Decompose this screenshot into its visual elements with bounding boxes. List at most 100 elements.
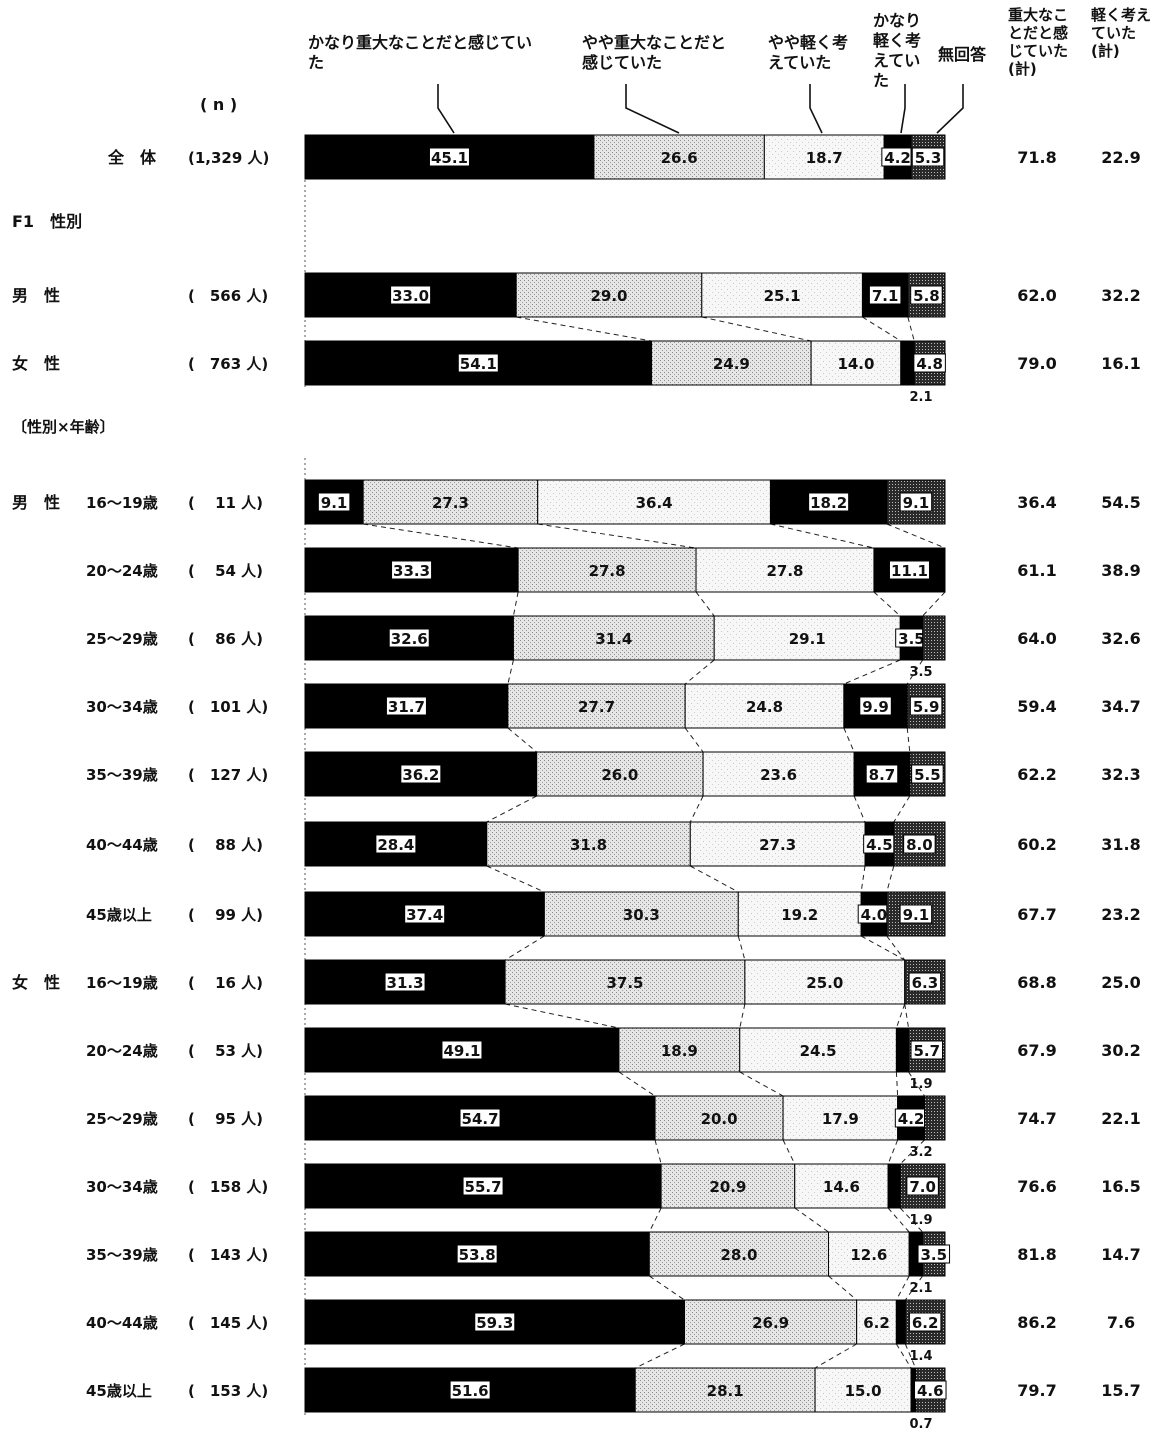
value-label: 54.1 (460, 355, 497, 373)
value-label: 24.9 (713, 355, 750, 373)
value-label: 5.8 (913, 287, 940, 305)
value-label-box (384, 972, 426, 992)
total-serious-value: 79.0 (1017, 354, 1056, 373)
connector-line (770, 523, 875, 549)
value-label: 4.8 (916, 355, 943, 373)
value-label: 20.0 (701, 1110, 738, 1128)
bar-segment-4 (887, 1163, 901, 1209)
total-light-value: 34.7 (1101, 697, 1140, 716)
legend-label-4: えてい (873, 51, 920, 70)
value-label: 59.3 (476, 1314, 513, 1332)
section-label-gender: F1 性別 (12, 212, 82, 231)
total-serious-value: 67.7 (1017, 905, 1056, 924)
row-age-label: 30～34歳 (86, 1178, 158, 1196)
value-label: 5.3 (915, 149, 942, 167)
bar-segment-3 (537, 479, 771, 525)
legend-label-4: かなり (873, 11, 921, 30)
value-label-box (899, 904, 933, 924)
connector-line (739, 1071, 784, 1097)
value-label: 27.8 (589, 562, 626, 580)
legend-leader-line (900, 84, 906, 134)
total-serious-value: 62.2 (1017, 765, 1056, 784)
connector-line (895, 1275, 910, 1301)
value-label-box (910, 1040, 944, 1060)
value-label: 17.9 (822, 1110, 859, 1128)
row-age-label: 40～44歳 (86, 836, 158, 854)
value-label-below: 1.9 (909, 1213, 932, 1228)
bar-segment-3 (782, 1095, 899, 1141)
row-age-label: 40～44歳 (86, 1314, 158, 1332)
value-label-box (385, 696, 427, 716)
value-label: 24.8 (746, 698, 783, 716)
total-serious-value: 67.9 (1017, 1041, 1056, 1060)
total-serious-value: 64.0 (1017, 629, 1056, 648)
value-label: 5.9 (913, 698, 940, 716)
connector-line (843, 659, 901, 685)
connector-line (737, 935, 746, 961)
connector-line (843, 727, 855, 753)
connector-line (363, 523, 519, 549)
value-label-box (459, 1108, 501, 1128)
total-light-value: 16.1 (1101, 354, 1140, 373)
value-label: 18.7 (806, 149, 843, 167)
row-group-label: 女 性 (12, 973, 60, 992)
connector-line (907, 316, 915, 342)
total-light-value: 25.0 (1101, 973, 1140, 992)
connector-line (860, 935, 905, 961)
bar-segment-4 (873, 547, 946, 593)
total-serious-value: 86.2 (1017, 1313, 1056, 1332)
value-label-box (404, 904, 446, 924)
value-label-box (462, 1176, 504, 1196)
value-label: 37.4 (406, 906, 443, 924)
value-label: 12.6 (850, 1246, 887, 1264)
row-age-label: 25～29歳 (86, 1110, 158, 1128)
value-label: 5.5 (914, 766, 941, 784)
n-header: ( n ) (200, 95, 237, 114)
total-serious-value: 79.7 (1017, 1381, 1056, 1400)
total-light-value: 16.5 (1101, 1177, 1140, 1196)
value-label: 27.3 (432, 494, 469, 512)
bar-segment-3 (695, 547, 875, 593)
connector-line (537, 523, 697, 549)
legend-label-4: た (873, 71, 889, 90)
connector-line (906, 659, 924, 685)
value-label-box (449, 1380, 491, 1400)
connector-line (648, 1207, 662, 1233)
connector-line (695, 591, 715, 617)
value-label: 36.2 (402, 766, 439, 784)
total-light-value: 30.2 (1101, 1041, 1140, 1060)
bar-segment-3 (744, 959, 906, 1005)
connector-line (690, 865, 739, 893)
value-label-box (911, 764, 944, 784)
value-label: 45.1 (431, 149, 468, 167)
total-serious-value: 59.4 (1017, 697, 1056, 716)
value-label-below: 1.9 (909, 1077, 932, 1092)
row-age-label: 16～19歳 (86, 494, 158, 512)
total-light-value: 7.6 (1107, 1313, 1135, 1332)
connector-line (899, 1139, 925, 1165)
legend-leader-line (809, 84, 823, 134)
bar-segment-3 (828, 1231, 910, 1277)
bar-segment-5 (924, 1095, 946, 1141)
bar-segment-4 (900, 340, 915, 386)
total-light-value: 14.7 (1101, 1245, 1140, 1264)
bar-segment-1 (304, 340, 653, 386)
bar-segment-3 (794, 1163, 889, 1209)
value-label: 7.1 (872, 287, 899, 305)
row-n-label: ( 145 人) (188, 1314, 268, 1332)
value-label-box (909, 696, 943, 716)
value-label-box (914, 1380, 947, 1400)
connector-line (904, 1275, 924, 1301)
value-label-box (903, 834, 936, 854)
bar-segment-2 (507, 683, 686, 729)
value-label: 26.6 (661, 149, 698, 167)
connector-line (860, 865, 866, 893)
value-label: 28.4 (377, 836, 414, 854)
value-label: 27.7 (578, 698, 615, 716)
value-label: 24.5 (800, 1042, 837, 1060)
value-label-box (317, 492, 351, 512)
value-label: 31.4 (595, 630, 632, 648)
bar-segment-4 (895, 1027, 910, 1073)
value-label: 4.5 (866, 836, 893, 854)
value-label-box (911, 147, 945, 167)
